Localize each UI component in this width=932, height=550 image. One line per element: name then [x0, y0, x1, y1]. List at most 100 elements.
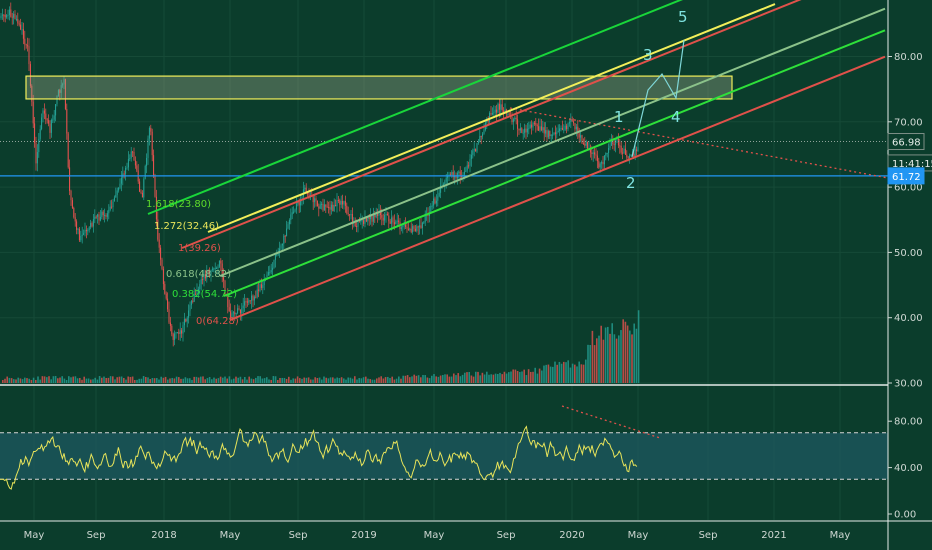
candle-body: [340, 201, 342, 205]
volume-bar: [68, 376, 70, 383]
candle-body: [398, 220, 400, 222]
candle-body: [185, 319, 187, 322]
price-badge-bg: [887, 167, 925, 185]
volume-bar: [406, 375, 409, 383]
candle-body: [356, 226, 358, 228]
candle-body: [393, 222, 395, 225]
candle-body: [444, 181, 446, 185]
candle-body: [332, 204, 334, 212]
volume-bar: [439, 375, 442, 383]
volume-bar: [475, 371, 477, 383]
volume-bar: [488, 374, 490, 383]
candle-body: [283, 235, 285, 244]
volume-bar: [494, 373, 497, 383]
candle-body: [49, 123, 51, 133]
candle-body: [491, 112, 493, 115]
candle-body: [617, 138, 619, 146]
rsi-band: [0, 432, 888, 480]
volume-bar: [239, 376, 242, 383]
candle-body: [472, 150, 474, 155]
candle-body: [435, 200, 437, 204]
candle-body: [559, 128, 561, 131]
volume-bar: [376, 378, 378, 383]
volume-bar: [189, 378, 191, 383]
candle-body: [459, 171, 461, 176]
candle-body: [518, 128, 520, 131]
volume-bar: [510, 371, 512, 383]
candle-body: [570, 119, 572, 123]
candle-body: [564, 125, 566, 130]
volume-bar: [24, 377, 26, 383]
candle-body: [475, 149, 477, 152]
candle-body: [216, 268, 218, 270]
candle-body: [616, 138, 618, 141]
x-tick-label: May: [220, 530, 241, 541]
volume-bar: [431, 375, 433, 383]
volume-bar: [541, 370, 543, 383]
volume-bar: [466, 372, 468, 383]
candle-body: [304, 187, 306, 190]
volume-bar: [41, 376, 44, 383]
candle-body: [266, 274, 268, 279]
candle-body: [624, 148, 626, 155]
volume-bar: [604, 327, 607, 383]
candle-body: [41, 117, 43, 130]
candle-body: [379, 211, 381, 216]
volume-bar: [6, 376, 8, 383]
candle-body: [199, 284, 201, 290]
candle-body: [7, 15, 9, 17]
candle-body: [470, 154, 472, 160]
volume-bar: [279, 377, 281, 383]
volume-bar: [145, 376, 147, 383]
volume-bar: [367, 378, 369, 383]
candle-body: [381, 215, 383, 218]
candle-body: [424, 213, 426, 223]
candle-body: [221, 263, 223, 275]
candle-body: [62, 84, 64, 86]
elliott-wave-label: 3: [643, 46, 653, 64]
candle-body: [260, 284, 262, 288]
candle-body: [256, 289, 258, 297]
x-tick-label: 2019: [351, 530, 376, 541]
volume-bar: [582, 364, 585, 383]
candle-body: [94, 216, 96, 220]
volume-bar: [497, 373, 499, 383]
volume-bar: [329, 377, 332, 383]
volume-bar: [620, 330, 622, 383]
candle-body: [391, 217, 393, 224]
y-tick-label: 50.00: [894, 248, 923, 259]
candle-body: [512, 119, 514, 123]
candle-body: [577, 126, 579, 134]
volume-bar: [208, 376, 211, 383]
candle-body: [31, 85, 33, 102]
volume-bar: [180, 378, 182, 383]
candle-body: [255, 296, 257, 298]
volume-bar: [552, 366, 554, 383]
candle-body: [259, 284, 261, 291]
candle-body: [157, 219, 159, 240]
volume-bar: [158, 379, 160, 383]
candle-body: [195, 293, 197, 295]
price-badge-label: 66.98: [892, 138, 921, 149]
candle-body: [160, 247, 162, 260]
candle-body: [112, 201, 114, 208]
candle-body: [38, 138, 40, 153]
candle-body: [297, 201, 299, 204]
volume-bar: [270, 379, 272, 383]
volume-bar: [39, 379, 41, 383]
candle-body: [321, 203, 323, 205]
volume-bar: [318, 377, 321, 383]
candle-body: [349, 214, 351, 216]
candle-body: [213, 268, 215, 270]
candle-body: [218, 260, 220, 267]
candle-body: [609, 145, 611, 148]
candle-body: [344, 201, 346, 206]
volume-bar: [580, 364, 583, 383]
candle-body: [357, 220, 359, 227]
volume-bar: [197, 377, 200, 383]
volume-bar: [354, 376, 356, 383]
candle-body: [25, 44, 27, 46]
volume-bar: [530, 371, 532, 383]
candle-body: [603, 155, 605, 165]
